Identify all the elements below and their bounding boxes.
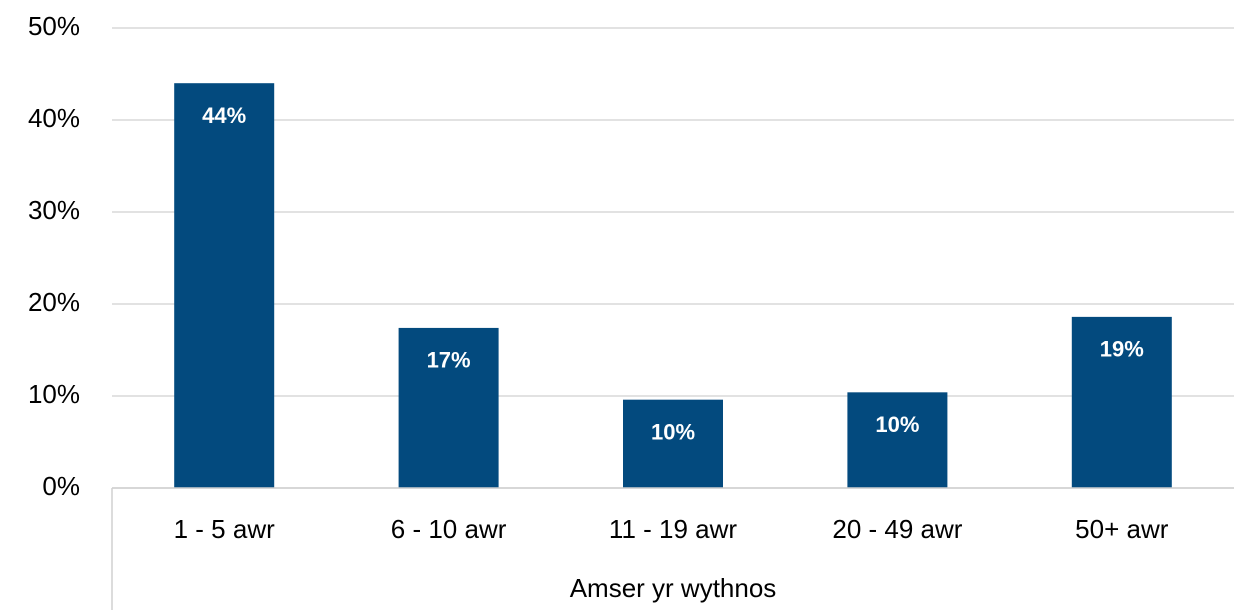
- bar: [174, 83, 275, 488]
- y-tick-label: 30%: [28, 195, 80, 225]
- data-label: 17%: [427, 348, 471, 373]
- data-label: 10%: [875, 412, 919, 437]
- bar: [398, 327, 499, 488]
- x-tick-label: 11 - 19 awr: [609, 514, 737, 544]
- bar: [623, 399, 723, 488]
- x-tick-label: 6 - 10 awr: [391, 514, 507, 544]
- y-tick-label: 10%: [28, 379, 80, 409]
- data-label: 44%: [202, 103, 246, 128]
- x-tick-label: 1 - 5 awr: [174, 514, 275, 544]
- y-tick-label: 40%: [28, 103, 80, 133]
- y-tick-label: 0%: [42, 471, 80, 501]
- bar: [847, 392, 948, 488]
- data-label: 19%: [1100, 337, 1144, 362]
- x-tick-label: 20 - 49 awr: [832, 514, 962, 544]
- x-tick-label: 50+ awr: [1075, 514, 1169, 544]
- data-label: 10%: [651, 419, 695, 444]
- x-axis-title: Amser yr wythnos: [570, 573, 777, 603]
- bar: [1071, 316, 1172, 488]
- y-tick-label: 20%: [28, 287, 80, 317]
- y-tick-label: 50%: [28, 11, 80, 41]
